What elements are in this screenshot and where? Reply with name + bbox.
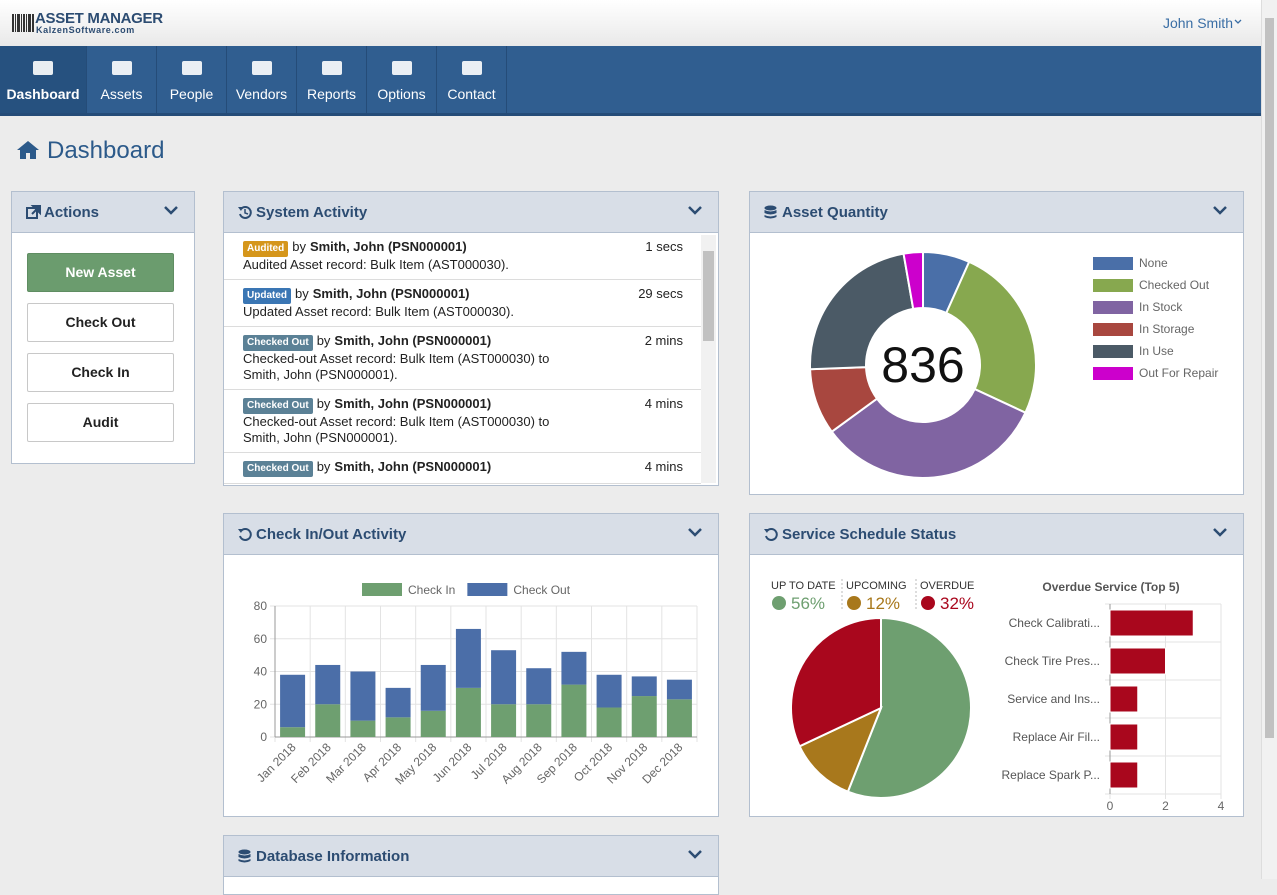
activity-time: 4 mins	[644, 396, 683, 411]
action-button[interactable]: Check In	[27, 353, 174, 392]
panel-header: Service Schedule Status	[750, 514, 1243, 555]
collapse-toggle[interactable]	[1213, 528, 1227, 537]
activity-time: 4 mins	[644, 459, 683, 474]
nav-item[interactable]: Assets	[87, 46, 157, 113]
activity-badge: Checked Out	[243, 398, 313, 414]
scroll-thumb[interactable]	[703, 251, 714, 341]
panel-title: Actions	[44, 204, 100, 221]
scroll-thumb[interactable]	[1265, 18, 1274, 738]
activity-text: Audited Asset record: Bulk Item (AST0000…	[243, 257, 509, 272]
collapse-toggle[interactable]	[688, 528, 702, 537]
nav-label: Dashboard	[6, 86, 80, 102]
icon	[238, 849, 251, 863]
icon	[238, 206, 252, 219]
activity-text: Checked-out Asset record: Bulk Item (AST…	[243, 351, 550, 382]
check-activity-panel: Check In/Out Activity	[223, 513, 719, 817]
collapse-toggle[interactable]	[164, 206, 178, 215]
activity-time: 1 secs	[645, 239, 683, 254]
nav-item[interactable]: Options	[367, 46, 437, 113]
nav-label: People	[169, 86, 214, 102]
database-panel: Database Information	[223, 835, 719, 895]
nav-icon	[251, 61, 272, 75]
action-button[interactable]: New Asset	[27, 253, 174, 292]
user-caret	[1234, 19, 1242, 24]
activity-item: 4 mins Checked Out by Smith, John (PSN00000…	[224, 390, 701, 453]
home-icon	[17, 141, 39, 159]
panel-header: System Activity	[224, 192, 718, 233]
activity-item: 1 secs Audited by Smith, John (PSN000001) Au…	[224, 233, 701, 280]
icon	[238, 528, 252, 541]
activity-badge: Checked Out	[243, 335, 313, 351]
activity-by: by	[316, 459, 331, 474]
activity-badge: Updated	[243, 288, 291, 304]
page-title: Dashboard	[47, 137, 165, 164]
nav-bar: Dashboard Assets People Vendors Reports Optio…	[0, 46, 1261, 116]
nav-icon	[181, 61, 202, 75]
activity-user: Smith, John (PSN000001)	[334, 333, 492, 348]
icon	[764, 205, 777, 219]
panel-title: System Activity	[256, 204, 368, 221]
logo-title: ASSET MANAGER	[35, 10, 163, 27]
action-button[interactable]: Check Out	[27, 303, 174, 342]
nav-item[interactable]: Dashboard	[0, 46, 87, 113]
activity-user: Smith, John (PSN000001)	[312, 286, 470, 301]
nav-item[interactable]: Vendors	[227, 46, 297, 113]
activity-badge: Audited	[243, 241, 289, 257]
panel-title: Check In/Out Activity	[256, 526, 407, 543]
user-menu[interactable]: John Smith	[1162, 15, 1233, 31]
service-panel: Service Schedule Status	[749, 513, 1244, 817]
collapse-toggle[interactable]	[1213, 206, 1227, 215]
asset-quantity-panel: Asset Quantity	[749, 191, 1244, 495]
collapse-toggle[interactable]	[688, 206, 702, 215]
panel-title: Asset Quantity	[782, 204, 888, 221]
panel-header: Actions	[12, 192, 194, 233]
page-scrollbar[interactable]	[1261, 0, 1277, 879]
nav-label: Assets	[100, 86, 143, 102]
nav-label: Options	[377, 86, 426, 102]
activity-by: by	[316, 333, 331, 348]
action-button[interactable]: Audit	[27, 403, 174, 442]
nav-label: Reports	[306, 86, 357, 102]
activity-by: by	[292, 239, 306, 254]
panel-header: Asset Quantity	[750, 192, 1243, 233]
activity-item: 29 secs Updated by Smith, John (PSN000001) U…	[224, 280, 701, 327]
nav-icon	[321, 61, 342, 75]
nav-item[interactable]: People	[157, 46, 227, 113]
panel-title: Database Information	[256, 848, 410, 865]
activity-by: by	[295, 286, 309, 301]
activity-text: Checked-out Asset record: Bulk Item (AST…	[243, 414, 550, 445]
activity-user: Smith, John (PSN000001)	[309, 239, 467, 254]
activity-by: by	[316, 396, 331, 411]
nav-icon	[391, 61, 412, 75]
activity-time: 2 mins	[644, 333, 683, 348]
icon	[764, 528, 778, 541]
icon	[26, 205, 41, 219]
nav-icon	[33, 61, 53, 75]
nav-item[interactable]: Reports	[297, 46, 367, 113]
nav-icon	[111, 61, 132, 75]
panel-header: Check In/Out Activity	[224, 514, 718, 555]
activity-item: 4 mins Checked Out by Smith, John (PSN00000…	[224, 453, 701, 484]
logo-barcode	[12, 14, 34, 32]
list-scrollbar[interactable]	[701, 235, 716, 483]
panel-header: Database Information	[224, 836, 718, 877]
activity-badge: Checked Out	[243, 461, 313, 477]
activity-item: 2 mins Checked Out by Smith, John (PSN00000…	[224, 327, 701, 390]
activity-text: Updated Asset record: Bulk Item (AST0000…	[243, 304, 514, 319]
panel-title: Service Schedule Status	[782, 526, 957, 543]
actions-panel: Actions New Asset Check Out Check In Audit	[11, 191, 195, 464]
activity-time: 29 secs	[638, 286, 683, 301]
activity-user: Smith, John (PSN000001)	[334, 459, 492, 474]
nav-label: Contact	[447, 86, 496, 102]
header: ASSET MANAGER KalzenSoftware.com John Sm…	[0, 0, 1277, 46]
nav-icon	[461, 61, 482, 75]
activity-list: 1 secs Audited by Smith, John (PSN000001) Au…	[224, 233, 701, 484]
logo-subtitle: KalzenSoftware.com	[36, 25, 135, 35]
nav-item[interactable]: Contact	[437, 46, 507, 113]
activity-user: Smith, John (PSN000001)	[334, 396, 492, 411]
nav-label: Vendors	[235, 86, 288, 102]
collapse-toggle[interactable]	[688, 850, 702, 859]
